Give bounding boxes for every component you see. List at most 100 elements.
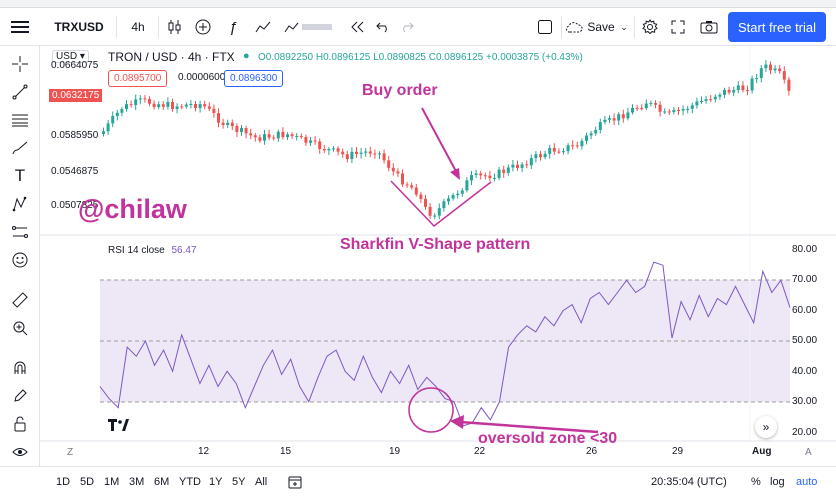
- candle-body: [718, 94, 722, 97]
- log-toggle[interactable]: log: [770, 476, 785, 488]
- candle-body: [161, 104, 165, 107]
- fib-retracement-icon[interactable]: [0, 108, 40, 132]
- sell-button[interactable]: 0.0895700: [108, 70, 168, 87]
- candle-body: [428, 206, 432, 216]
- range-1m[interactable]: 1M: [104, 476, 120, 488]
- candle-body: [566, 145, 570, 152]
- brush-icon[interactable]: [0, 136, 40, 160]
- range-3m[interactable]: 3M: [129, 476, 145, 488]
- percent-toggle[interactable]: %: [751, 476, 761, 488]
- pencil-lock-icon[interactable]: [0, 384, 40, 408]
- save-button[interactable]: Save: [587, 20, 615, 34]
- symbol-search[interactable]: TRXUSD: [54, 20, 104, 34]
- start-free-trial-button[interactable]: Start free trial: [728, 12, 826, 42]
- candle-body: [571, 145, 575, 147]
- scroll-right-icon[interactable]: »: [755, 416, 777, 438]
- indicators-icon[interactable]: [250, 8, 276, 46]
- status-dot: ●: [243, 50, 250, 62]
- range-6m[interactable]: 6M: [154, 476, 170, 488]
- magnet-icon[interactable]: [0, 356, 40, 380]
- candle-body: [658, 104, 662, 112]
- prediction-icon[interactable]: [0, 220, 40, 244]
- candle-body: [557, 151, 561, 153]
- interval-button[interactable]: 4h: [131, 20, 145, 34]
- candle-body: [419, 194, 423, 199]
- price-label: 0.0585950: [51, 130, 99, 141]
- add-indicator-icon[interactable]: [190, 8, 216, 46]
- candle-body: [483, 175, 487, 177]
- range-5y[interactable]: 5Y: [232, 476, 246, 488]
- redo-icon[interactable]: [396, 8, 418, 46]
- trend-line-icon[interactable]: [0, 80, 40, 104]
- cloud-icon[interactable]: [564, 8, 584, 46]
- candle-body: [152, 103, 156, 107]
- toolbar-divider: [561, 16, 562, 38]
- candle-body: [345, 154, 349, 160]
- candle-body: [640, 108, 644, 110]
- candle-body: [677, 109, 680, 111]
- candle-body: [667, 111, 671, 113]
- candle-body: [115, 112, 119, 117]
- candle-body: [635, 107, 639, 109]
- chart-area[interactable]: USD ▾ TRON / USD · 4h · FTX ● O0.0892250…: [40, 46, 836, 466]
- gear-icon[interactable]: [638, 8, 662, 46]
- candle-body: [166, 102, 170, 107]
- candle-body: [690, 105, 694, 109]
- rsi-value: 56.47: [171, 245, 197, 256]
- date-range-icon[interactable]: [288, 467, 302, 496]
- candle-body: [138, 98, 142, 100]
- candle-body: [106, 123, 110, 132]
- smiley-icon[interactable]: [0, 248, 40, 272]
- ruler-icon[interactable]: [0, 288, 40, 312]
- text-icon[interactable]: T: [14, 166, 26, 185]
- visibility-icon[interactable]: [0, 440, 40, 464]
- candle-body: [741, 85, 745, 91]
- candle-body: [709, 99, 713, 101]
- price-label: 0.0546875: [51, 166, 99, 177]
- tradingview-logo: [108, 418, 130, 435]
- toolbar-divider: [634, 16, 635, 38]
- clock-display[interactable]: 20:35:04 (UTC): [651, 476, 727, 488]
- time-axis-label: 22: [474, 446, 486, 457]
- crosshair-icon[interactable]: [0, 52, 40, 76]
- auto-scale-button[interactable]: A: [805, 447, 812, 458]
- candle-body: [626, 112, 630, 119]
- range-1y[interactable]: 1Y: [209, 476, 223, 488]
- candle-body: [157, 104, 161, 107]
- range-ytd[interactable]: YTD: [179, 476, 201, 488]
- replay-icon[interactable]: [344, 8, 370, 46]
- function-icon[interactable]: ƒ: [228, 18, 238, 36]
- candle-body: [603, 119, 607, 123]
- candle-body: [773, 68, 777, 71]
- undo-icon[interactable]: [372, 8, 394, 46]
- lock-icon[interactable]: [0, 412, 40, 436]
- range-all[interactable]: All: [255, 476, 268, 488]
- currency-select[interactable]: USD ▾: [52, 50, 89, 63]
- auto-toggle[interactable]: auto: [796, 476, 818, 488]
- candle-body: [529, 158, 533, 166]
- chevron-down-icon[interactable]: ⌄: [620, 21, 628, 32]
- low-value: L0.0890825: [373, 52, 426, 63]
- range-5d[interactable]: 5D: [80, 476, 95, 488]
- fullscreen-icon[interactable]: [666, 8, 690, 46]
- zoom-reset-button[interactable]: Z: [67, 447, 74, 458]
- range-1d[interactable]: 1D: [56, 476, 71, 488]
- candles-icon[interactable]: [162, 8, 188, 46]
- browser-url-strip: [0, 0, 836, 8]
- menu-icon[interactable]: [0, 8, 40, 46]
- candle-body: [180, 106, 184, 108]
- candle-body: [686, 108, 690, 110]
- candle-body: [617, 114, 621, 121]
- layout-icon[interactable]: [532, 8, 558, 46]
- candle-body: [276, 131, 280, 139]
- zoom-in-icon[interactable]: [0, 316, 40, 340]
- buy-button[interactable]: 0.0896300: [224, 70, 284, 87]
- templates-icon[interactable]: [282, 8, 336, 46]
- candle-body: [396, 171, 400, 174]
- camera-icon[interactable]: [696, 8, 722, 46]
- candle-body: [198, 104, 202, 109]
- candle-body: [309, 140, 312, 143]
- pattern-icon[interactable]: [0, 192, 40, 216]
- candle-body: [414, 187, 418, 195]
- candle-body: [451, 195, 455, 199]
